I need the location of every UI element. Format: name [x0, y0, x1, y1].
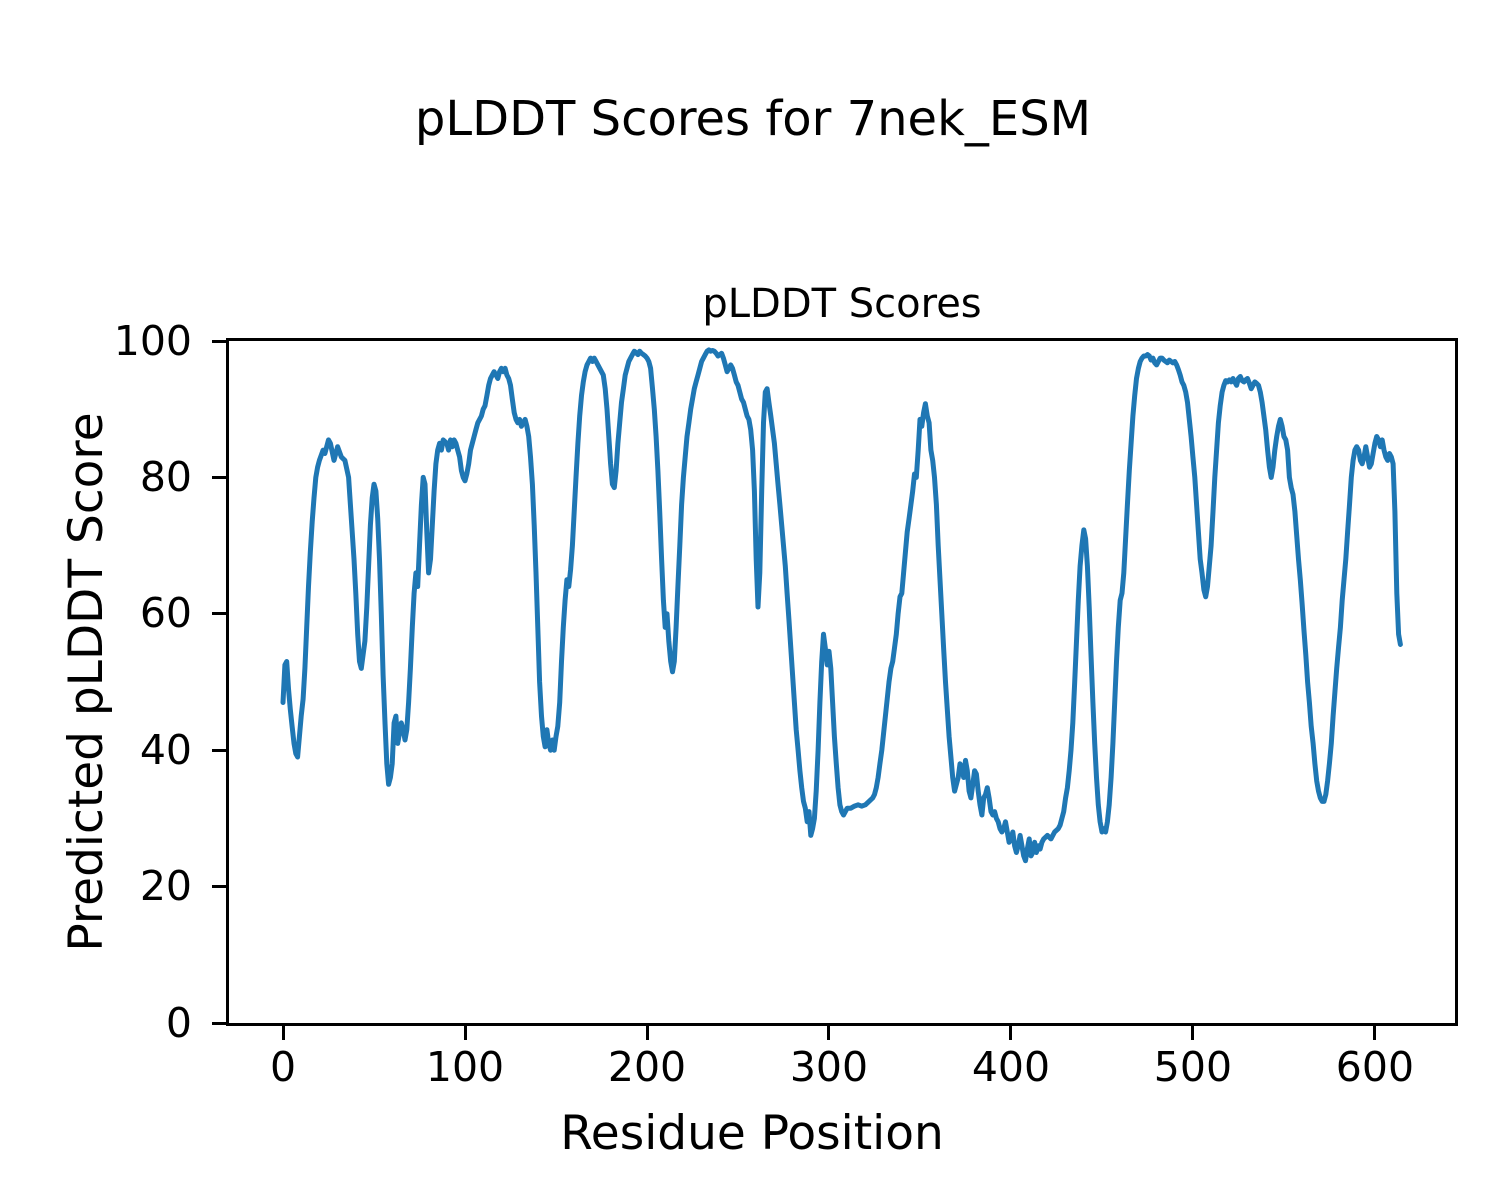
x-axis-label: Residue Position [560, 1106, 944, 1161]
x-tick-mark [1373, 1026, 1377, 1040]
x-tick-label: 600 [1335, 1043, 1415, 1091]
y-tick-label: 100 [113, 316, 192, 365]
y-tick-mark [212, 748, 226, 752]
y-tick-label: 0 [165, 998, 192, 1047]
y-tick-mark [212, 1021, 226, 1025]
plddt-line [280, 347, 1403, 864]
x-tick-label: 0 [270, 1043, 297, 1091]
x-tick-label: 300 [789, 1043, 869, 1091]
x-tick-mark [281, 1026, 285, 1040]
x-tick-mark [1009, 1026, 1013, 1040]
x-tick-label: 500 [1153, 1043, 1233, 1091]
x-tick-mark [645, 1026, 649, 1040]
y-tick-mark [212, 612, 226, 616]
y-axis-label: Predicted pLDDT Score [59, 412, 114, 952]
figure-suptitle: pLDDT Scores for 7nek_ESM [414, 91, 1092, 147]
x-tick-label: 400 [971, 1043, 1051, 1091]
y-tick-label: 60 [139, 589, 192, 638]
y-tick-mark [212, 885, 226, 889]
y-tick-label: 20 [139, 862, 192, 911]
y-tick-mark [212, 475, 226, 479]
x-tick-label: 100 [425, 1043, 505, 1091]
x-tick-mark [463, 1026, 467, 1040]
y-tick-mark [212, 339, 226, 343]
plddt-line-chart [280, 347, 1403, 864]
plot-area [226, 338, 1458, 1026]
y-tick-label: 80 [139, 452, 192, 501]
axes-title: pLDDT Scores [702, 281, 982, 327]
x-tick-mark [827, 1026, 831, 1040]
x-tick-mark [1191, 1026, 1195, 1040]
y-tick-label: 40 [139, 725, 192, 774]
x-tick-label: 200 [607, 1043, 687, 1091]
